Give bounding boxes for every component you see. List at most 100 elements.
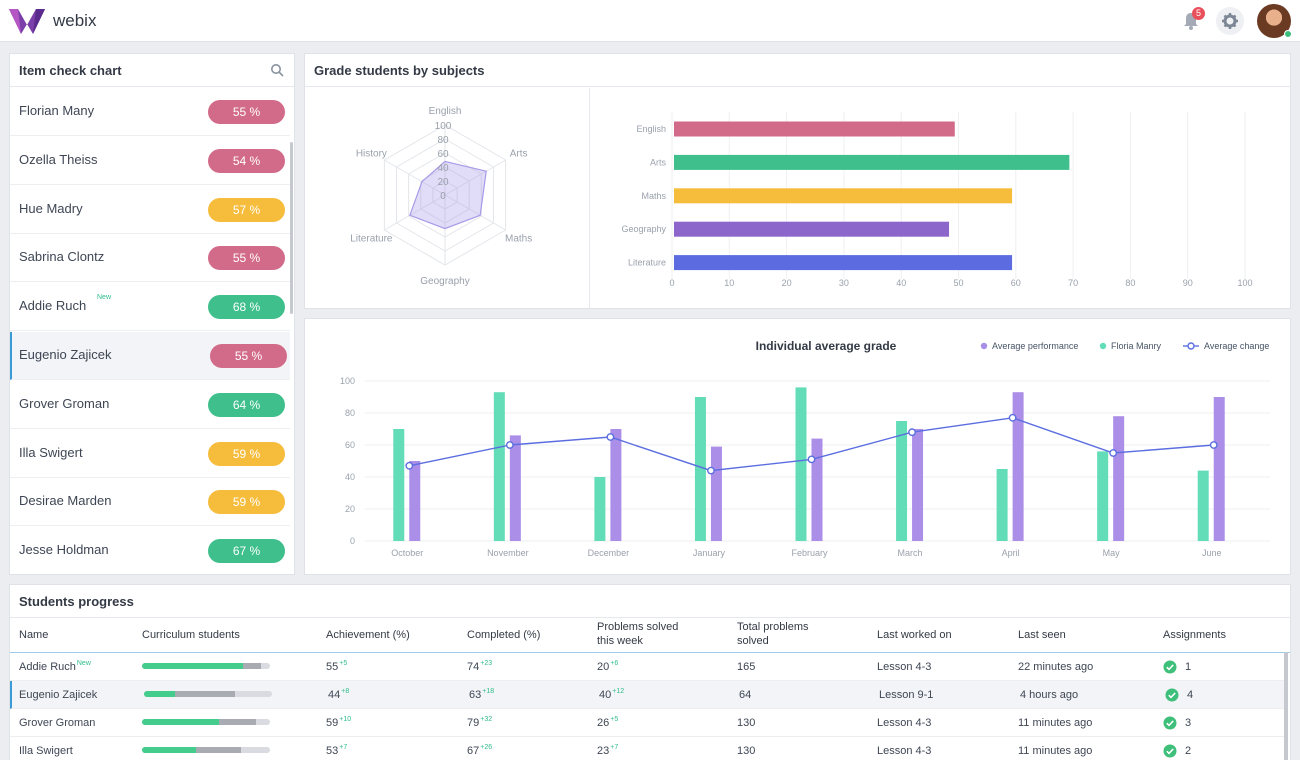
settings-button[interactable] bbox=[1216, 7, 1244, 35]
list-item[interactable]: Desirae Marden 59 % bbox=[10, 478, 290, 527]
progress-title: Students progress bbox=[10, 585, 1290, 618]
column-header[interactable]: Last worked on bbox=[877, 628, 952, 642]
x-tick-label: May bbox=[1103, 548, 1121, 558]
average-change-point bbox=[606, 433, 615, 441]
problems-week-cell: 20+6 bbox=[597, 660, 618, 673]
last-seen-cell: 11 minutes ago bbox=[1018, 717, 1092, 729]
student-name: Grover Groman bbox=[19, 717, 96, 729]
student-name-cell: Grover Groman bbox=[19, 717, 95, 729]
list-scrollbar[interactable] bbox=[290, 142, 293, 314]
radar-axis-label: Geography bbox=[420, 276, 469, 287]
column-header-line1: Last seen bbox=[1018, 629, 1066, 641]
students-progress-panel: Students progress Name Curriculum student… bbox=[9, 584, 1291, 760]
achievement-cell: 55+5 bbox=[326, 660, 347, 673]
bar-floria-manry bbox=[493, 392, 505, 541]
column-header-line1: Assignments bbox=[1163, 629, 1226, 641]
average-change-point bbox=[908, 428, 916, 437]
top-bar: webix 5 bbox=[0, 0, 1300, 42]
completed-cell-delta: +18 bbox=[482, 688, 495, 695]
achievement-cell-delta: +8 bbox=[341, 688, 350, 695]
webix-logo-icon[interactable] bbox=[9, 7, 45, 35]
radar-spoke bbox=[444, 194, 506, 231]
radar-axis-label: English bbox=[429, 106, 462, 117]
average-grade-chart: Individual average grade 0 20 40 60 80 100 Octo… bbox=[340, 339, 1270, 558]
legend-label: Average performance bbox=[992, 341, 1078, 351]
average-change-point bbox=[1008, 413, 1017, 422]
list-item[interactable]: Eugenio Zajicek 55 % bbox=[10, 332, 290, 380]
completed-cell: 67+26 bbox=[467, 744, 493, 757]
last-seen-cell-value: 4 hours ago bbox=[1020, 689, 1079, 701]
search-icon[interactable] bbox=[270, 63, 284, 77]
total-problems-cell-value: 130 bbox=[737, 745, 756, 757]
notification-badge: 5 bbox=[1192, 7, 1205, 20]
bar-x-tick: 0 bbox=[669, 278, 674, 288]
bar-floria-manry bbox=[594, 477, 606, 541]
list-item[interactable]: Hue Madry 57 % bbox=[10, 186, 290, 234]
radar-tick-label: 60 bbox=[437, 149, 449, 160]
table-row[interactable]: Illa Swigert 53+7 67+26 23+7 130 Lesson 4-3 11… bbox=[10, 737, 1284, 760]
legend-item[interactable]: Average change bbox=[1183, 341, 1269, 351]
bar-floria-manry bbox=[996, 469, 1008, 541]
column-header[interactable]: Completed (%) bbox=[467, 628, 540, 642]
score-pill: 55 % bbox=[208, 246, 285, 271]
x-tick-label: January bbox=[693, 548, 726, 558]
last-worked-cell: Lesson 4-3 bbox=[877, 717, 931, 729]
bar-x-tick: 80 bbox=[1125, 278, 1135, 288]
grade-title: Grade students by subjects bbox=[305, 54, 1290, 87]
list-item[interactable]: Sabrina Clontz 55 % bbox=[10, 234, 290, 283]
radar-chart: English Arts Maths Geography Literature Histo… bbox=[350, 106, 532, 287]
achievement-cell: 53+7 bbox=[326, 744, 347, 757]
table-row[interactable]: Eugenio Zajicek 44+8 63+18 40+12 64 Lesson 9-… bbox=[10, 681, 1284, 709]
score-pill: 68 % bbox=[208, 295, 285, 320]
progress-fill-in-progress bbox=[243, 663, 262, 669]
legend-item[interactable]: Average performance bbox=[980, 341, 1079, 351]
column-header[interactable]: Name bbox=[19, 628, 48, 642]
bar-x-tick: 20 bbox=[782, 278, 792, 288]
column-header[interactable]: Total problems solved bbox=[737, 620, 809, 648]
column-header-line1: Completed (%) bbox=[467, 629, 541, 641]
score-pill: 55 % bbox=[208, 100, 285, 124]
radar-spoke bbox=[384, 159, 446, 196]
legend-item[interactable]: Floria Manry bbox=[1099, 341, 1162, 351]
column-header[interactable]: Assignments bbox=[1163, 628, 1226, 642]
list-item[interactable]: Ozella Theiss 54 % bbox=[10, 137, 290, 185]
achievement-cell-value: 44 bbox=[328, 689, 341, 701]
student-name-cell: Eugenio Zajicek bbox=[19, 689, 97, 701]
column-header[interactable]: Problems solved this week bbox=[597, 620, 678, 648]
list-item[interactable]: Jesse Holdman 67 % bbox=[10, 527, 290, 574]
column-header-line1: Problems solved bbox=[597, 621, 679, 633]
column-header[interactable]: Last seen bbox=[1018, 628, 1066, 642]
legend-dot-marker bbox=[1099, 342, 1107, 350]
table-row[interactable]: Addie RuchNew 55+5 74+23 20+6 165 Lesson 4-3 2… bbox=[10, 653, 1284, 681]
total-problems-cell-value: 64 bbox=[739, 689, 752, 701]
y-tick-label: 60 bbox=[345, 440, 355, 450]
list-item[interactable]: Florian Many 55 % bbox=[10, 88, 290, 136]
average-change-point bbox=[505, 441, 514, 449]
problems-week-cell: 26+5 bbox=[597, 716, 618, 729]
achievement-cell: 44+8 bbox=[328, 688, 350, 701]
completed-cell-delta: +26 bbox=[480, 744, 493, 751]
table-row[interactable]: Grover Groman 59+10 79+32 26+5 130 Lesson 4-3… bbox=[10, 709, 1284, 737]
item-check-panel: Item check chart Florian Many 55 % Ozella … bbox=[9, 53, 295, 575]
table-scrollbar[interactable] bbox=[1284, 652, 1288, 760]
list-item[interactable]: Grover Groman 64 % bbox=[10, 381, 290, 429]
score-pill: 59 % bbox=[208, 441, 285, 466]
average-change-point bbox=[1109, 449, 1118, 457]
column-header[interactable]: Curriculum students bbox=[142, 628, 240, 642]
completed-cell-value: 67 bbox=[467, 745, 480, 757]
bar-x-tick: 10 bbox=[724, 278, 734, 288]
online-status-dot bbox=[1284, 30, 1292, 38]
last-seen-cell: 11 minutes ago bbox=[1018, 745, 1092, 757]
y-tick-label: 100 bbox=[340, 376, 355, 386]
total-problems-cell: 130 bbox=[737, 717, 755, 729]
column-header[interactable]: Achievement (%) bbox=[326, 628, 410, 642]
average-change-point bbox=[405, 461, 414, 470]
radar-spoke bbox=[384, 194, 446, 231]
list-item[interactable]: Illa Swigert 59 % bbox=[10, 430, 290, 478]
subject-bar bbox=[674, 255, 1013, 271]
brand-name: webix bbox=[53, 11, 97, 30]
list-item[interactable]: Addie Ruch New 68 % bbox=[10, 283, 290, 332]
bar-average-performance bbox=[610, 429, 622, 541]
column-header-line1: Curriculum students bbox=[142, 629, 240, 641]
x-tick-label: December bbox=[588, 548, 630, 558]
